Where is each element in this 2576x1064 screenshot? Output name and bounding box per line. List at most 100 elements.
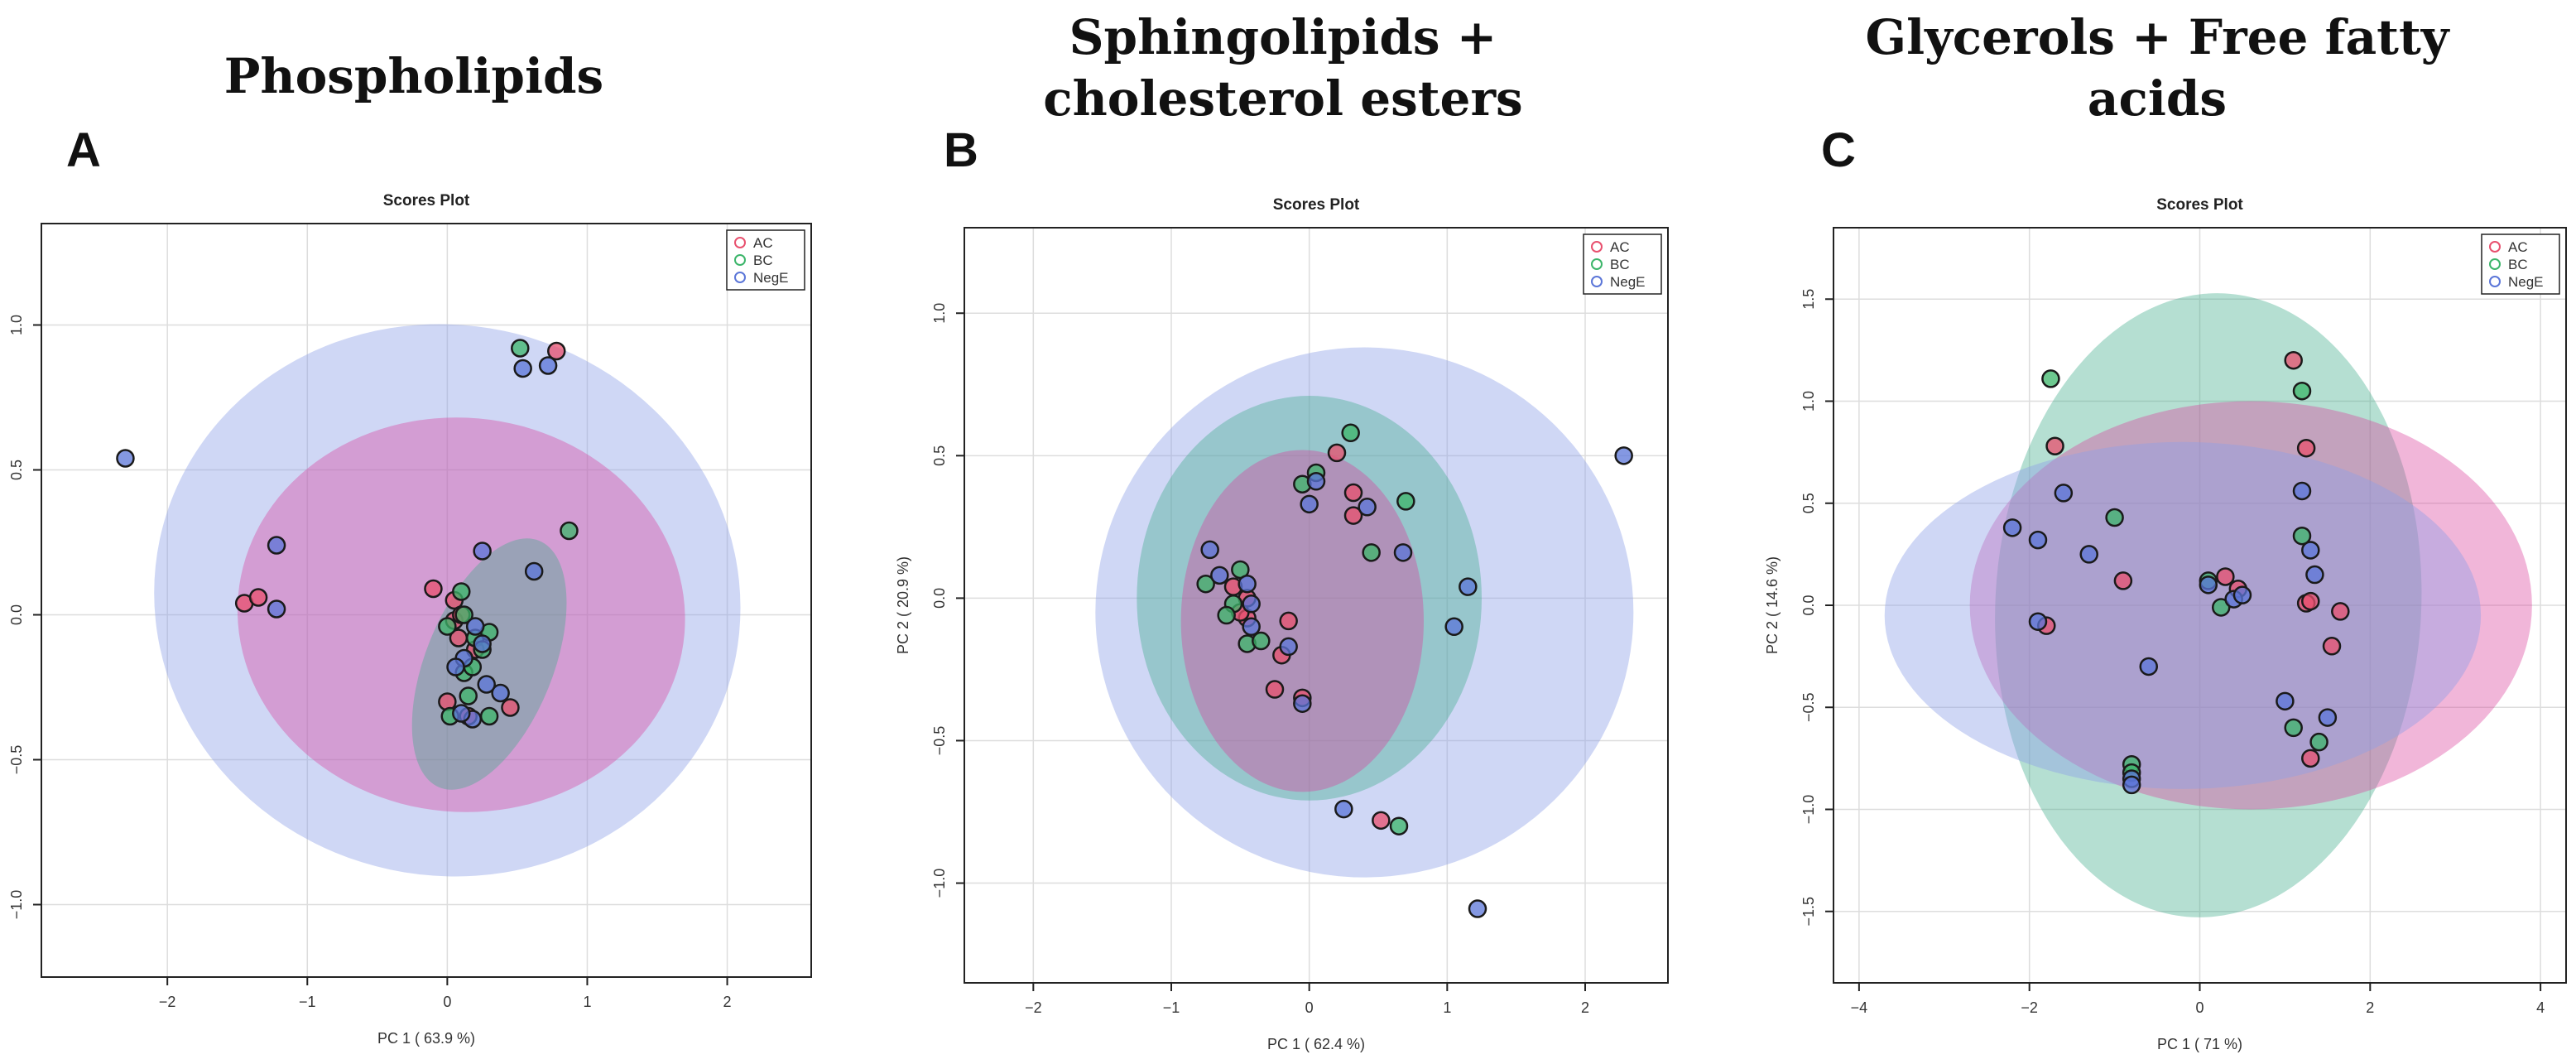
legend-marker-ac (734, 237, 746, 248)
point-nege (2028, 612, 2048, 631)
point-bc (1389, 816, 1409, 835)
point-ac (2113, 571, 2133, 590)
y-tick-label: −1.0 (931, 869, 948, 898)
point-bc (1252, 631, 1271, 651)
legend: AC BC NegE (726, 229, 805, 291)
y-tick-label: −1.5 (1800, 897, 1817, 927)
point-bc (2292, 526, 2312, 546)
point-ac (1343, 506, 1363, 525)
point-nege (1393, 543, 1413, 562)
panel-heading: Glycerols + Free fatty acids (1865, 9, 2449, 127)
plot-frame (964, 227, 1669, 984)
point-ac (2301, 749, 2320, 768)
y-tick-label: 0.0 (8, 604, 25, 625)
point-nege (116, 449, 135, 468)
point-nege (473, 542, 492, 561)
point-nege (2292, 481, 2312, 501)
point-ac (2301, 591, 2320, 611)
panel-a: Phospholipids A Scores Plot −2 −1 0 1 2 −1.0 −0.5… (0, 0, 828, 1064)
point-bc (560, 521, 579, 541)
y-axis-label: PC 2 ( 20.9 %) (895, 556, 911, 654)
point-nege (1614, 446, 1633, 465)
point-bc (454, 605, 473, 624)
point-ac (2322, 637, 2342, 656)
point-ac (2216, 567, 2235, 586)
point-ac (2331, 602, 2350, 621)
y-tick-label: 1.0 (1800, 391, 1817, 412)
point-nege (1242, 617, 1261, 637)
x-tick-label: −2 (1025, 999, 1042, 1016)
point-nege (1293, 694, 1312, 713)
y-tick-label: −0.5 (8, 745, 25, 775)
x-tick-label: 0 (2195, 999, 2204, 1016)
point-nege (473, 634, 492, 653)
point-ac (1327, 443, 1347, 463)
point-nege (1468, 899, 1487, 918)
point-ac (2045, 436, 2064, 455)
confidence-ellipse-nege (1095, 347, 1634, 878)
point-nege (446, 657, 465, 676)
point-nege (2301, 541, 2320, 560)
point-ac (248, 588, 268, 607)
y-tick-label: 1.5 (1800, 289, 1817, 310)
point-nege (1306, 472, 1326, 491)
grid (1833, 228, 2566, 983)
plot-title: Scores Plot (1273, 196, 1360, 214)
point-nege (1200, 540, 1219, 560)
legend-label-bc: BC (1610, 257, 1630, 272)
point-nege (465, 617, 485, 636)
point-bc (479, 706, 499, 726)
point-nege (267, 536, 286, 555)
x-axis-label: PC 1 ( 63.9 %) (377, 1030, 475, 1047)
point-nege (2139, 657, 2159, 676)
x-axis-label: PC 1 ( 71 %) (2157, 1036, 2242, 1052)
point-bc (459, 686, 478, 705)
point-nege (2079, 545, 2098, 564)
point-nege (452, 704, 471, 723)
legend-marker-bc (734, 254, 746, 266)
point-ac (547, 341, 566, 361)
x-tick-label: 0 (443, 994, 451, 1010)
confidence-ellipse-ac (1969, 401, 2532, 810)
confidence-ellipse-bc (1137, 396, 1482, 801)
panel-heading: Phospholipids (223, 48, 604, 104)
point-nege (491, 683, 510, 703)
point-nege (2305, 565, 2324, 585)
legend-label-nege: NegE (1610, 274, 1646, 290)
y-tick-label: 0.0 (1800, 595, 1817, 615)
point-ac (501, 698, 520, 717)
point-ac (1372, 811, 1391, 830)
x-tick-label: −4 (1851, 999, 1868, 1016)
legend-marker-bc (1591, 258, 1603, 270)
confidence-ellipse-ac (1180, 450, 1424, 792)
point-nege (2199, 575, 2218, 595)
point-nege (2276, 691, 2295, 711)
grid (964, 228, 1668, 983)
legend-marker-ac (1591, 241, 1603, 253)
point-bc (1217, 605, 1236, 625)
legend-marker-nege (734, 272, 746, 283)
panel-c: Glycerols + Free fatty acids C Scores Plot… (1689, 0, 2576, 1064)
scores-plot-c: Scores Plot −4 −2 0 2 4 −1.5 −1.0 −0.5 0.0 0.5 1.0 1… (1764, 196, 2567, 1052)
x-tick-label: −1 (299, 994, 316, 1010)
panel-heading: Sphingolipids + cholesterol esters (1043, 9, 1523, 127)
x-tick-label: −2 (2021, 999, 2038, 1016)
y-tick-label: 0.0 (931, 588, 948, 609)
point-nege (2002, 518, 2022, 537)
legend-marker-nege (1591, 276, 1603, 287)
point-nege (267, 599, 286, 619)
point-bc (1341, 423, 1360, 443)
legend: AC BC NegE (1583, 234, 1662, 295)
point-nege (538, 356, 558, 375)
point-nege (1300, 494, 1319, 514)
point-nege (1334, 799, 1353, 819)
point-nege (1444, 617, 1463, 637)
point-nege (477, 675, 496, 694)
x-tick-label: 0 (1305, 999, 1314, 1016)
point-bc (511, 339, 530, 358)
y-tick-label: 0.5 (1800, 493, 1817, 513)
point-bc (452, 582, 471, 601)
panel-b: Sphingolipids + cholesterol esters B Score… (828, 0, 1689, 1064)
point-nege (1358, 498, 1377, 517)
point-nege (2028, 530, 2048, 550)
